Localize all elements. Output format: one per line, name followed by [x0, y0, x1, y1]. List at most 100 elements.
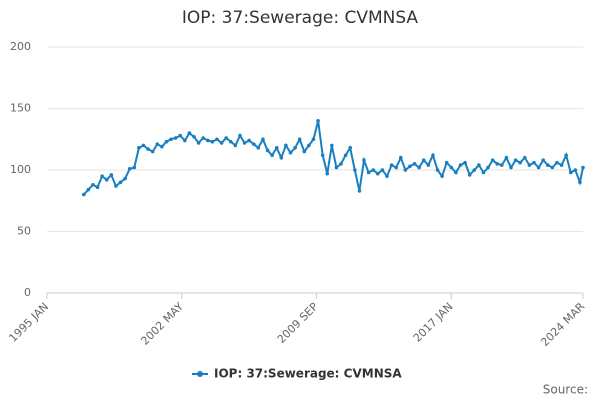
point: [467, 173, 472, 177]
point: [265, 148, 270, 153]
point: [481, 170, 486, 175]
point: [274, 146, 279, 150]
point: [375, 171, 380, 176]
point: [95, 185, 100, 190]
point: [541, 158, 545, 162]
point: [408, 164, 412, 169]
point: [578, 180, 582, 185]
point: [150, 149, 155, 154]
point: [173, 136, 178, 140]
point: [86, 187, 91, 192]
x-tick-label: 2024 MAR: [538, 300, 587, 349]
point: [545, 163, 550, 167]
point: [118, 180, 123, 185]
point: [426, 163, 431, 167]
point: [238, 133, 242, 138]
x-tick-label: 2017 JAN: [411, 300, 456, 345]
x-tick-label: 2009 SEP: [275, 300, 321, 346]
point: [440, 174, 444, 178]
point: [518, 160, 523, 165]
point: [201, 136, 206, 140]
point: [532, 160, 536, 165]
point: [210, 139, 215, 144]
point: [486, 165, 490, 170]
point: [242, 141, 247, 145]
y-tick-label: 0: [24, 286, 31, 299]
point: [164, 139, 169, 144]
point: [228, 139, 233, 144]
point: [417, 165, 421, 170]
point: [109, 173, 114, 177]
point: [343, 153, 348, 158]
point: [380, 168, 385, 172]
point: [495, 162, 500, 166]
point: [362, 158, 366, 162]
point: [454, 170, 458, 175]
point: [500, 163, 504, 167]
point: [385, 174, 389, 178]
point: [513, 158, 518, 162]
point: [288, 150, 293, 155]
point: [527, 163, 532, 167]
point: [325, 171, 330, 176]
source: Source:: [543, 383, 588, 397]
point: [403, 168, 408, 172]
point: [431, 153, 435, 158]
point: [348, 146, 353, 150]
point: [435, 168, 440, 172]
point: [412, 162, 417, 166]
point: [293, 146, 297, 150]
point: [251, 142, 256, 146]
point: [311, 137, 316, 142]
point: [297, 137, 302, 142]
point: [114, 184, 118, 188]
x-tick-label: 1995 JAN: [6, 300, 51, 345]
point: [389, 163, 394, 167]
point: [100, 174, 104, 178]
point: [132, 165, 137, 170]
point: [555, 160, 559, 165]
point: [279, 155, 284, 160]
point: [196, 141, 201, 145]
y-tick-label: 100: [10, 163, 31, 176]
point: [127, 166, 132, 171]
point: [463, 160, 467, 165]
point: [219, 141, 224, 145]
point: [178, 133, 183, 138]
point: [449, 165, 454, 170]
y-tick-label: 200: [10, 40, 31, 53]
point: [366, 170, 371, 175]
point: [444, 160, 449, 165]
point: [353, 168, 357, 172]
point: [394, 165, 398, 170]
point: [371, 168, 375, 172]
point: [261, 137, 265, 142]
point: [270, 153, 274, 158]
point: [320, 153, 325, 158]
point: [192, 134, 196, 139]
point: [509, 165, 513, 170]
point: [137, 146, 141, 150]
point: [302, 149, 307, 154]
point: [458, 163, 463, 167]
point: [256, 146, 261, 150]
point: [472, 168, 477, 172]
point: [357, 189, 362, 193]
point: [233, 143, 238, 148]
point: [421, 158, 426, 162]
point: [564, 153, 568, 158]
point: [224, 136, 228, 140]
y-tick-label: 50: [17, 225, 31, 238]
point: [307, 143, 311, 148]
point: [330, 143, 334, 148]
point: [187, 131, 192, 135]
point: [160, 144, 164, 149]
point: [523, 155, 527, 160]
point: [316, 119, 320, 123]
point: [490, 158, 495, 162]
point: [398, 155, 403, 160]
point: [81, 192, 86, 197]
point: [504, 155, 509, 160]
point: [183, 138, 187, 143]
point: [155, 142, 160, 146]
